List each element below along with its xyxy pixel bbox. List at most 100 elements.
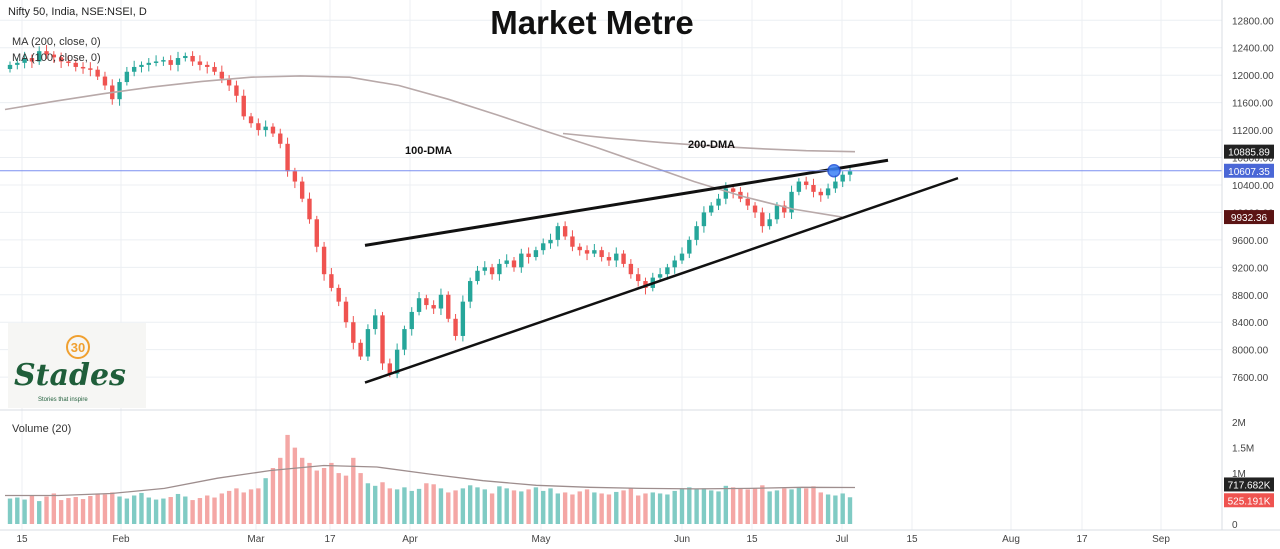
volume-bar: [716, 491, 721, 524]
candle-body: [467, 281, 473, 302]
dma100-label: 100-DMA: [405, 145, 452, 157]
ma200-legend: MA (200, close, 0): [12, 36, 101, 48]
volume-bar: [650, 492, 655, 524]
volume-bar: [22, 499, 27, 524]
volume-ma-line: [5, 464, 856, 497]
volume-bar: [584, 489, 590, 524]
candle-body: [665, 267, 670, 275]
candle-body: [621, 253, 626, 264]
volume-bar: [102, 494, 108, 524]
volume-bar: [183, 496, 188, 524]
volume-bar: [679, 488, 685, 524]
volume-bar: [635, 495, 641, 524]
candle-body: [584, 250, 590, 254]
candle-body: [453, 318, 458, 336]
volume-bar: [234, 488, 239, 524]
candle-body: [117, 82, 122, 100]
candle-body: [745, 198, 750, 206]
price-pane: [0, 44, 1222, 384]
candle-body: [752, 205, 758, 213]
upper-trendline: [364, 158, 889, 247]
candle-body: [526, 253, 531, 258]
candle-body: [329, 274, 334, 288]
volume-bar: [833, 495, 838, 524]
candle-body: [402, 329, 407, 350]
volume-badge: [1224, 493, 1274, 508]
volume-bar: [226, 490, 232, 524]
candle-body: [219, 71, 225, 79]
volume-bar: [248, 489, 254, 524]
volume-bar: [73, 497, 78, 524]
volume-bar: [314, 470, 319, 524]
volume-bar: [37, 501, 42, 524]
volume-bar: [197, 498, 203, 524]
candle-body: [803, 181, 809, 185]
volume-bar: [825, 494, 831, 524]
candle-body: [730, 188, 736, 192]
candle-body: [80, 66, 86, 69]
volume-bar: [511, 490, 517, 524]
candle-body: [212, 66, 217, 72]
candle-body: [541, 243, 546, 251]
volume-bar: [694, 489, 699, 524]
candle-body: [796, 181, 802, 192]
volume-bar: [467, 485, 473, 524]
volume-bar: [241, 492, 246, 524]
price-badge: [1224, 210, 1274, 225]
volume-bar: [526, 489, 531, 524]
volume-bar: [131, 495, 137, 524]
candle-body: [7, 64, 13, 70]
volume-bar: [643, 493, 648, 524]
volume-badge-label: 717.682K: [1228, 480, 1271, 491]
time-tick-label: 17: [1076, 534, 1088, 545]
volume-tick-label: 1.5M: [1232, 444, 1254, 455]
price-badge: [1224, 144, 1274, 159]
volume-bar: [701, 488, 707, 524]
volume-bar: [7, 498, 13, 524]
candle-body: [716, 198, 721, 206]
time-tick-label: Mar: [247, 534, 265, 545]
ma100-legend: MA (100, close, 0): [12, 52, 101, 64]
volume-bar: [365, 483, 371, 524]
volume-bar: [453, 490, 458, 524]
volume-bar: [570, 494, 575, 524]
candle-body: [153, 61, 159, 63]
chart-grid: [0, 0, 1222, 530]
candle-body: [497, 263, 502, 275]
candle-body: [562, 226, 568, 237]
candle-body: [343, 301, 349, 323]
time-tick-label: Sep: [1152, 534, 1170, 545]
price-tick-label: 12400.00: [1232, 44, 1274, 55]
volume-bar: [723, 485, 729, 524]
ma100-line: [4, 75, 843, 218]
candle-body: [190, 55, 195, 62]
time-tick-label: Feb: [112, 534, 130, 545]
volume-bar: [438, 488, 444, 524]
price-tick-label: 8400.00: [1232, 318, 1269, 329]
volume-bar: [321, 468, 327, 524]
volume-bar: [299, 457, 305, 524]
volume-bar: [431, 484, 436, 524]
volume-bar: [380, 482, 385, 524]
candle-body: [519, 253, 524, 268]
candle-body: [614, 253, 619, 261]
volume-bar: [263, 478, 268, 524]
time-tick-label: 15: [746, 534, 758, 545]
candle-body: [380, 315, 385, 364]
volume-bar: [373, 485, 378, 524]
candle-body: [782, 205, 787, 213]
volume-bar: [117, 496, 122, 524]
volume-bar: [219, 493, 225, 524]
candle-body: [460, 301, 466, 336]
volume-bar: [409, 490, 414, 524]
volume-bar: [730, 487, 736, 524]
price-tick-label: 8000.00: [1232, 346, 1269, 357]
volume-bar: [168, 497, 173, 524]
price-badge-label: 9932.36: [1231, 213, 1268, 224]
volume-pane: [5, 434, 856, 524]
candle-body: [577, 246, 582, 251]
stades-logo: 30 Stades Stories that inspire: [8, 323, 146, 408]
candle-body: [424, 298, 429, 306]
candle-body: [205, 64, 210, 67]
candle-body: [168, 60, 173, 65]
